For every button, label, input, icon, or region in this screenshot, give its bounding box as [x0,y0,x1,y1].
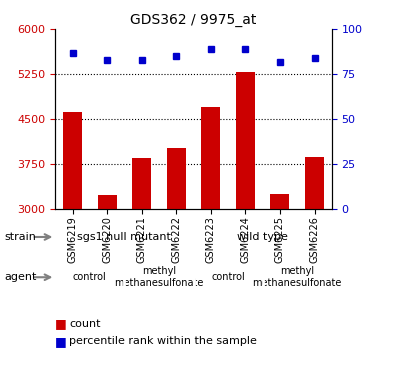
Text: strain: strain [4,232,36,242]
Bar [132,158,151,209]
Text: ■: ■ [55,317,67,330]
Bar [98,195,117,209]
Bar [271,194,290,209]
Text: control: control [73,272,107,282]
Bar [201,107,220,209]
Text: methyl
methanesulfonate: methyl methanesulfonate [114,266,204,288]
Text: methyl
methanesulfonate: methyl methanesulfonate [252,266,342,288]
Text: control: control [211,272,245,282]
Text: ■: ■ [55,335,67,348]
Text: sgs1 null mutant: sgs1 null mutant [77,232,171,242]
Text: percentile rank within the sample: percentile rank within the sample [69,336,257,346]
Bar [305,157,324,209]
Bar [63,112,82,209]
Text: wild type: wild type [237,232,288,242]
Bar [236,72,255,209]
Title: GDS362 / 9975_at: GDS362 / 9975_at [130,13,257,27]
Text: agent: agent [4,272,36,283]
Text: count: count [69,319,101,329]
Bar [167,147,186,209]
